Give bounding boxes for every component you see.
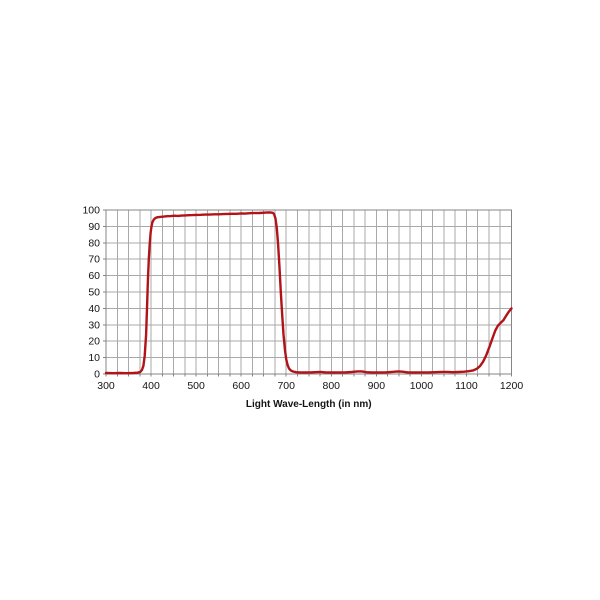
y-axis-labels: 0 10 20 30 40 50 60 70 80 90 100: [82, 205, 100, 381]
y-tick-label: 60: [88, 270, 100, 282]
x-tick-label: 1200: [500, 380, 524, 392]
x-tick-label: 500: [187, 380, 205, 392]
grid-lines: [105, 209, 512, 375]
y-tick-label: 80: [88, 237, 100, 249]
y-tick-label: 30: [88, 319, 100, 331]
y-tick-label: 0: [94, 369, 100, 381]
y-tick-label: 10: [88, 352, 100, 364]
x-tick-label: 900: [368, 380, 386, 392]
x-tick-label: 400: [142, 380, 160, 392]
y-tick-label: 50: [88, 287, 100, 299]
plot-border: [105, 209, 513, 375]
y-tick-label: 90: [88, 221, 100, 233]
x-tick-label: 1000: [410, 380, 434, 392]
y-tick-label: 100: [82, 205, 100, 217]
x-tick-label: 600: [232, 380, 250, 392]
transmission-curve: [104, 211, 513, 375]
x-axis-title: Light Wave-Length (in nm): [246, 399, 372, 410]
x-tick-label: 300: [97, 380, 115, 392]
y-tick-label: 40: [88, 303, 100, 315]
y-tick-label: 70: [88, 254, 100, 266]
x-tick-label: 700: [277, 380, 295, 392]
x-tick-label: 800: [323, 380, 341, 392]
x-axis-labels: 300 400 500 600 700 800 900 1000 1100 1200: [97, 380, 523, 392]
axis-tick-marks: [103, 209, 512, 377]
x-tick-label: 1100: [455, 380, 478, 392]
y-tick-label: 20: [88, 336, 100, 348]
